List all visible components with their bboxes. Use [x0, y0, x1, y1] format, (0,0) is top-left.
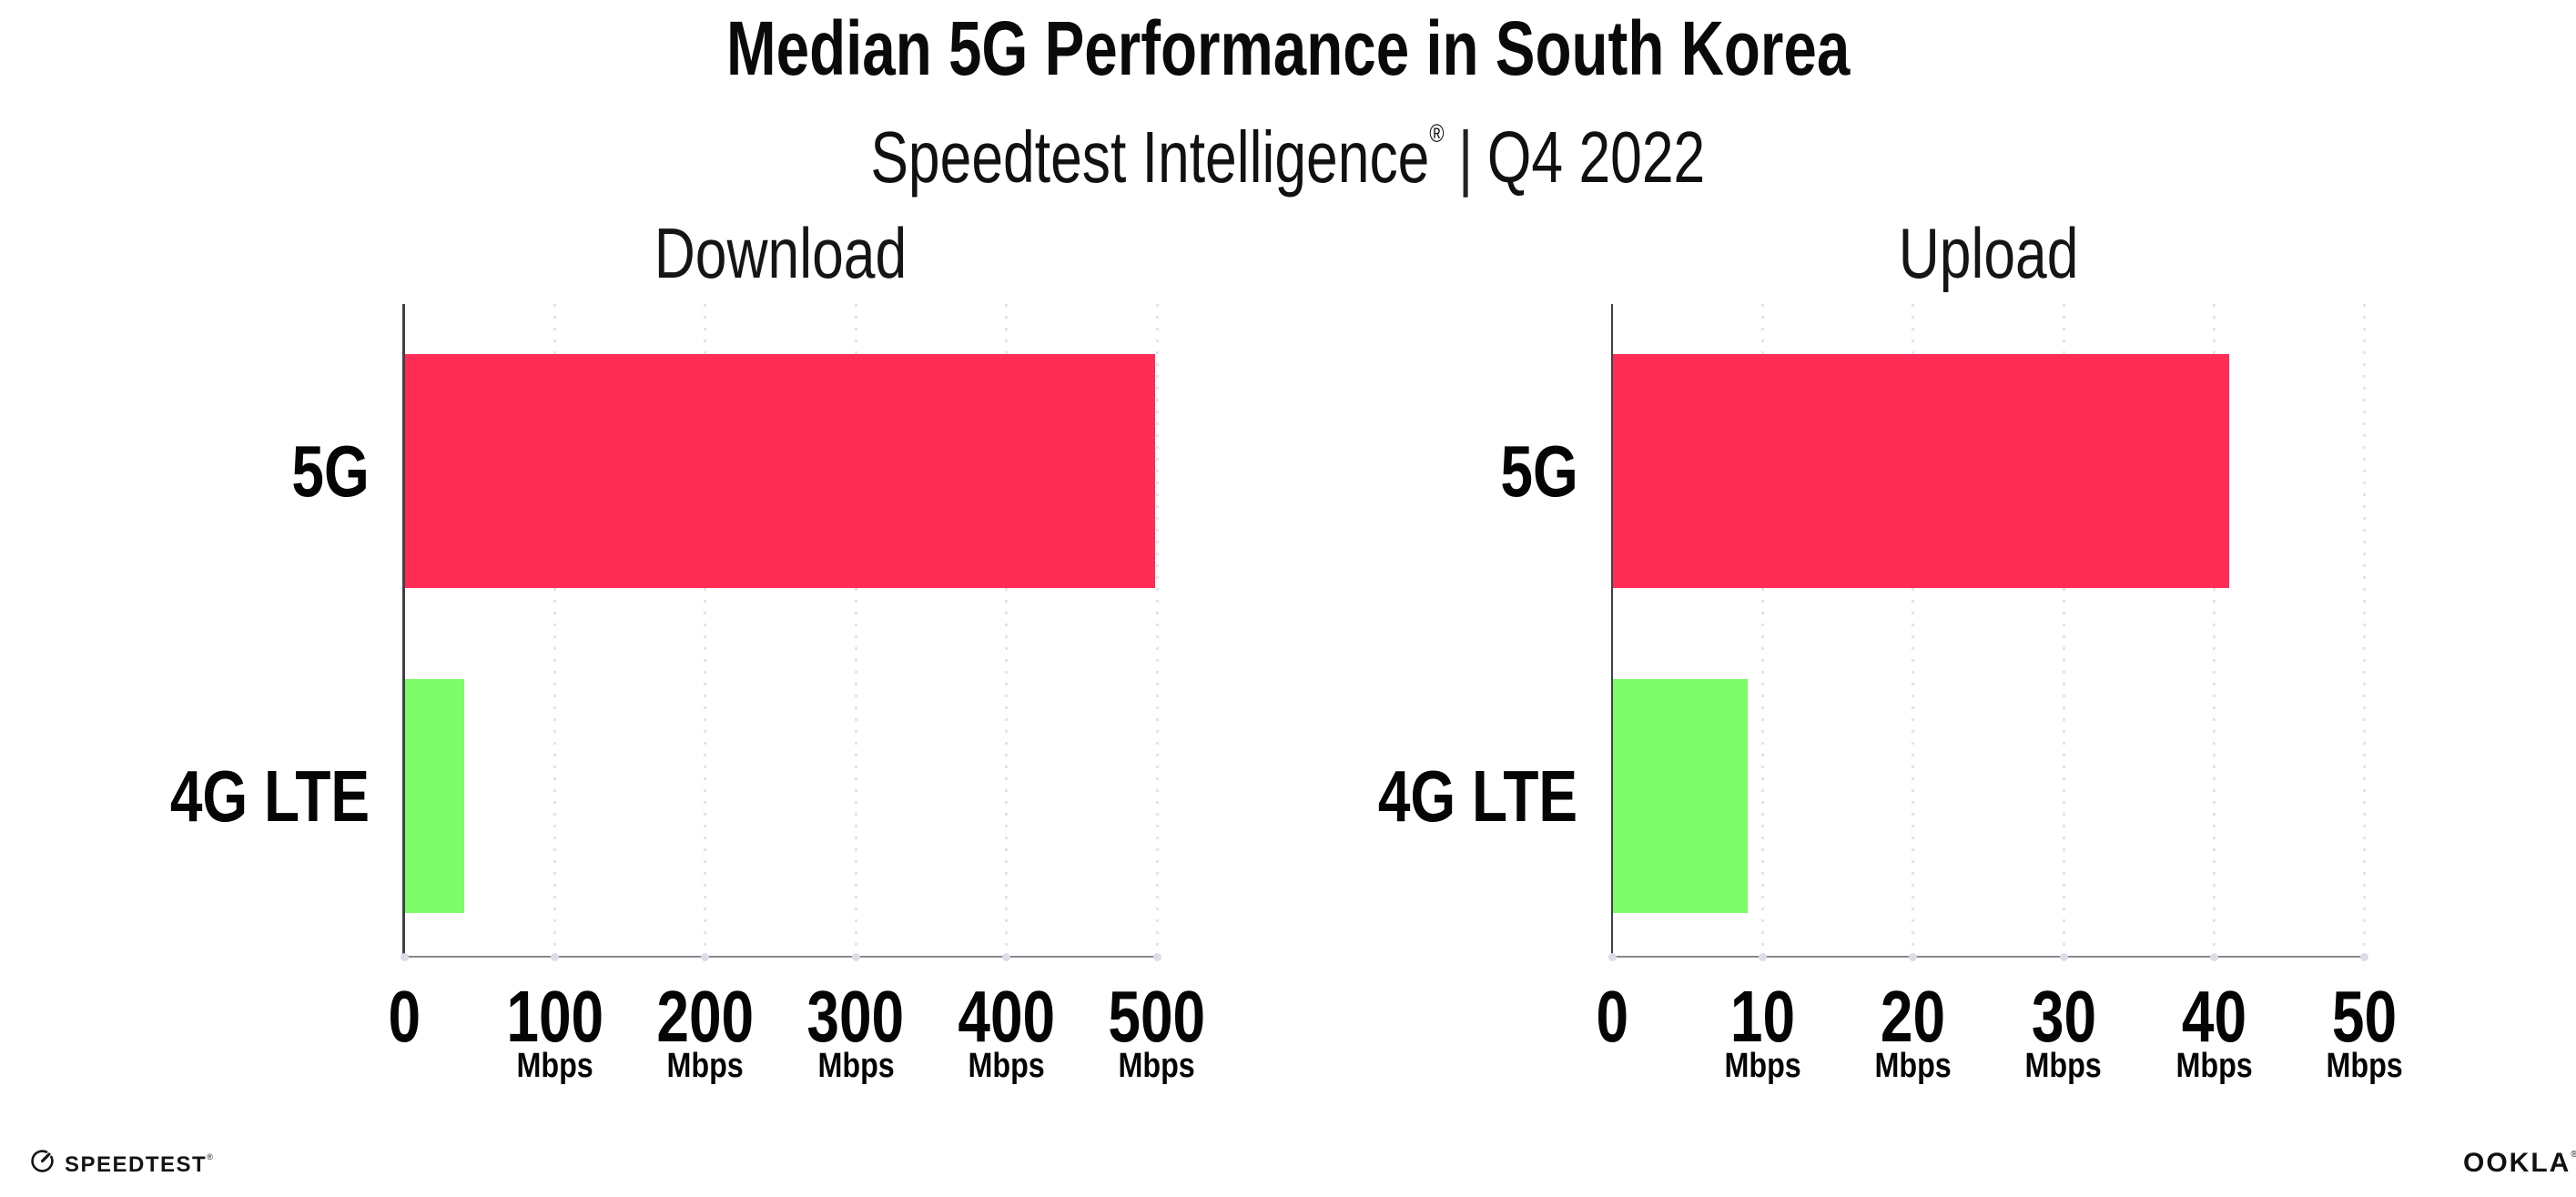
speedtest-logo: SPEEDTEST® — [30, 1143, 214, 1179]
tick-dot-download-300 — [851, 952, 860, 961]
tick-dot-upload-50 — [2360, 952, 2368, 961]
page-title: Median 5G Performance in South Korea — [725, 5, 1851, 91]
category-label-download-5g: 5G — [291, 430, 370, 512]
tick-unit-upload-20: Mbps — [1874, 1047, 1952, 1085]
tick-label-download-100: 100 — [505, 976, 603, 1057]
x-axis-line-upload — [1610, 955, 2367, 958]
gridline-upload-20 — [1912, 304, 1915, 957]
bar-download-4g-lte — [404, 679, 465, 913]
gridline-download-500 — [1155, 304, 1159, 957]
gridline-download-300 — [854, 304, 857, 957]
speedtest-trademark: ® — [207, 1152, 215, 1161]
subtitle-period: Q4 2022 — [1487, 117, 1706, 198]
tick-dot-upload-30 — [2059, 952, 2068, 961]
category-label-upload-5g: 5G — [1500, 430, 1578, 512]
gridline-download-100 — [553, 304, 556, 957]
category-label-upload-4g-lte: 4G LTE — [1378, 755, 1578, 837]
tick-unit-upload-40: Mbps — [2175, 1047, 2253, 1085]
tick-unit-download-200: Mbps — [666, 1047, 744, 1085]
tick-label-download-300: 300 — [806, 976, 905, 1057]
gridline-upload-50 — [2363, 304, 2366, 957]
ookla-wordmark: OOKLA — [2463, 1148, 2571, 1178]
bar-download-5g — [404, 354, 1156, 588]
subtitle-brand: Speedtest Intelligence — [870, 117, 1430, 198]
y-axis-spine-upload — [1610, 304, 1613, 958]
registered-mark: ® — [1429, 119, 1445, 147]
speedtest-wordmark: SPEEDTEST® — [65, 1152, 215, 1177]
tick-label-upload-50: 50 — [2331, 976, 2398, 1057]
gridline-upload-40 — [2212, 304, 2216, 957]
ookla-trademark: ® — [2571, 1150, 2576, 1160]
tick-label-upload-20: 20 — [1881, 976, 1946, 1057]
gridline-download-200 — [704, 304, 707, 957]
tick-dot-upload-10 — [1759, 952, 1768, 961]
tick-dot-upload-0 — [1608, 952, 1617, 961]
tick-unit-upload-10: Mbps — [1724, 1047, 1801, 1085]
tick-label-upload-30: 30 — [2031, 976, 2096, 1057]
bar-upload-5g — [1612, 354, 2229, 588]
tick-label-download-500: 500 — [1108, 976, 1206, 1057]
tick-dot-download-200 — [701, 952, 710, 961]
tick-label-download-0: 0 — [388, 976, 421, 1057]
page-subtitle: Speedtest Intelligence® | Q4 2022 — [0, 93, 2576, 198]
gridline-upload-30 — [2062, 304, 2065, 957]
tick-label-upload-40: 40 — [2181, 976, 2246, 1057]
tick-dot-download-0 — [400, 952, 409, 961]
ookla-logo: OOKLA® — [2463, 1140, 2576, 1179]
y-axis-spine-download — [402, 304, 405, 958]
tick-unit-download-300: Mbps — [817, 1047, 895, 1085]
tick-label-upload-10: 10 — [1730, 976, 1796, 1057]
x-axis-line-download — [402, 955, 1159, 958]
panel-title-upload: Upload — [1898, 213, 2079, 293]
speedtest-gauge-icon — [31, 1150, 54, 1172]
subtitle-divider: | — [1458, 117, 1474, 198]
tick-unit-download-100: Mbps — [516, 1047, 593, 1085]
panel-title-download: Download — [654, 213, 908, 293]
tick-dot-upload-20 — [1909, 952, 1918, 961]
bar-upload-4g-lte — [1612, 679, 1749, 913]
tick-label-upload-0: 0 — [1596, 976, 1629, 1057]
tick-dot-download-100 — [550, 952, 559, 961]
tick-unit-download-500: Mbps — [1118, 1047, 1196, 1085]
tick-dot-download-400 — [1002, 952, 1011, 961]
tick-unit-download-400: Mbps — [968, 1047, 1045, 1085]
tick-unit-upload-30: Mbps — [2024, 1047, 2103, 1085]
gridline-download-400 — [1005, 304, 1009, 957]
tick-label-download-200: 200 — [656, 976, 755, 1057]
tick-dot-upload-40 — [2209, 952, 2218, 961]
category-label-download-4g-lte: 4G LTE — [169, 755, 370, 837]
tick-dot-download-500 — [1152, 952, 1161, 961]
tick-label-download-400: 400 — [958, 976, 1055, 1057]
gridline-upload-10 — [1761, 304, 1765, 957]
tick-unit-upload-50: Mbps — [2326, 1047, 2403, 1085]
